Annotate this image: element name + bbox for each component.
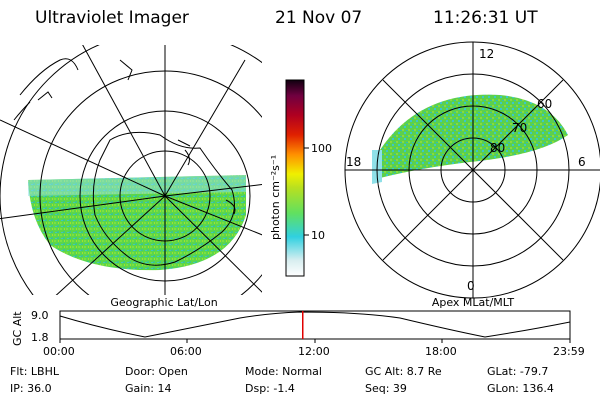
mlt-label-12: 12 (479, 47, 494, 61)
status-ip: IP: 36.0 (10, 382, 52, 395)
time-tick-1200: 12:00 (298, 345, 330, 358)
status-gc-alt: GC Alt: 8.7 Re (365, 365, 442, 378)
time-tick-0000: 00:00 (43, 345, 75, 358)
colorbar-tick-10: 10 (311, 229, 325, 242)
altitude-curve (59, 311, 571, 338)
time-label: 11:26:31 UT (433, 8, 538, 28)
status-mode: Mode: Normal (245, 365, 322, 378)
geographic-map (0, 45, 262, 295)
aurora-image-right (380, 94, 568, 178)
time-tick-0600: 06:00 (170, 345, 202, 358)
mlt-label-18: 18 (346, 155, 361, 169)
mlat-label-70: 70 (512, 121, 527, 135)
colorbar-unit-label: photon cm⁻²s⁻¹ (269, 155, 282, 240)
right-panel-caption: Apex MLat/MLT (432, 296, 515, 309)
altitude-tick-min: 1.8 (31, 331, 49, 344)
south-america-outline (13, 58, 133, 121)
status-seq: Seq: 39 (365, 382, 407, 395)
status-filter: Flt: LBHL (10, 365, 59, 378)
mlt-label-6: 6 (578, 155, 586, 169)
app-title: Ultraviolet Imager (35, 8, 189, 28)
altitude-tick-max: 9.0 (31, 309, 49, 322)
status-dsp: Dsp: -1.4 (245, 382, 295, 395)
mlt-label-0: 0 (467, 279, 475, 293)
mlat-label-60: 60 (537, 97, 552, 111)
color-scale-bar (285, 79, 305, 277)
status-glat: GLat: -79.7 (487, 365, 549, 378)
mlat-label-80: 80 (490, 141, 505, 155)
magnetic-map (344, 41, 600, 299)
status-glon: GLon: 136.4 (487, 382, 554, 395)
aurora-image-left (28, 175, 246, 271)
status-gain: Gain: 14 (125, 382, 172, 395)
altitude-plot (59, 310, 571, 343)
time-tick-2359: 23:59 (553, 345, 585, 358)
date-label: 21 Nov 07 (275, 8, 363, 28)
status-door: Door: Open (125, 365, 188, 378)
time-tick-1800: 18:00 (425, 345, 457, 358)
altitude-axis-label: GC Alt (11, 311, 24, 346)
colorbar-tick-100: 100 (311, 142, 332, 155)
left-panel-caption: Geographic Lat/Lon (110, 296, 217, 309)
antarctica-outline (92, 131, 235, 266)
